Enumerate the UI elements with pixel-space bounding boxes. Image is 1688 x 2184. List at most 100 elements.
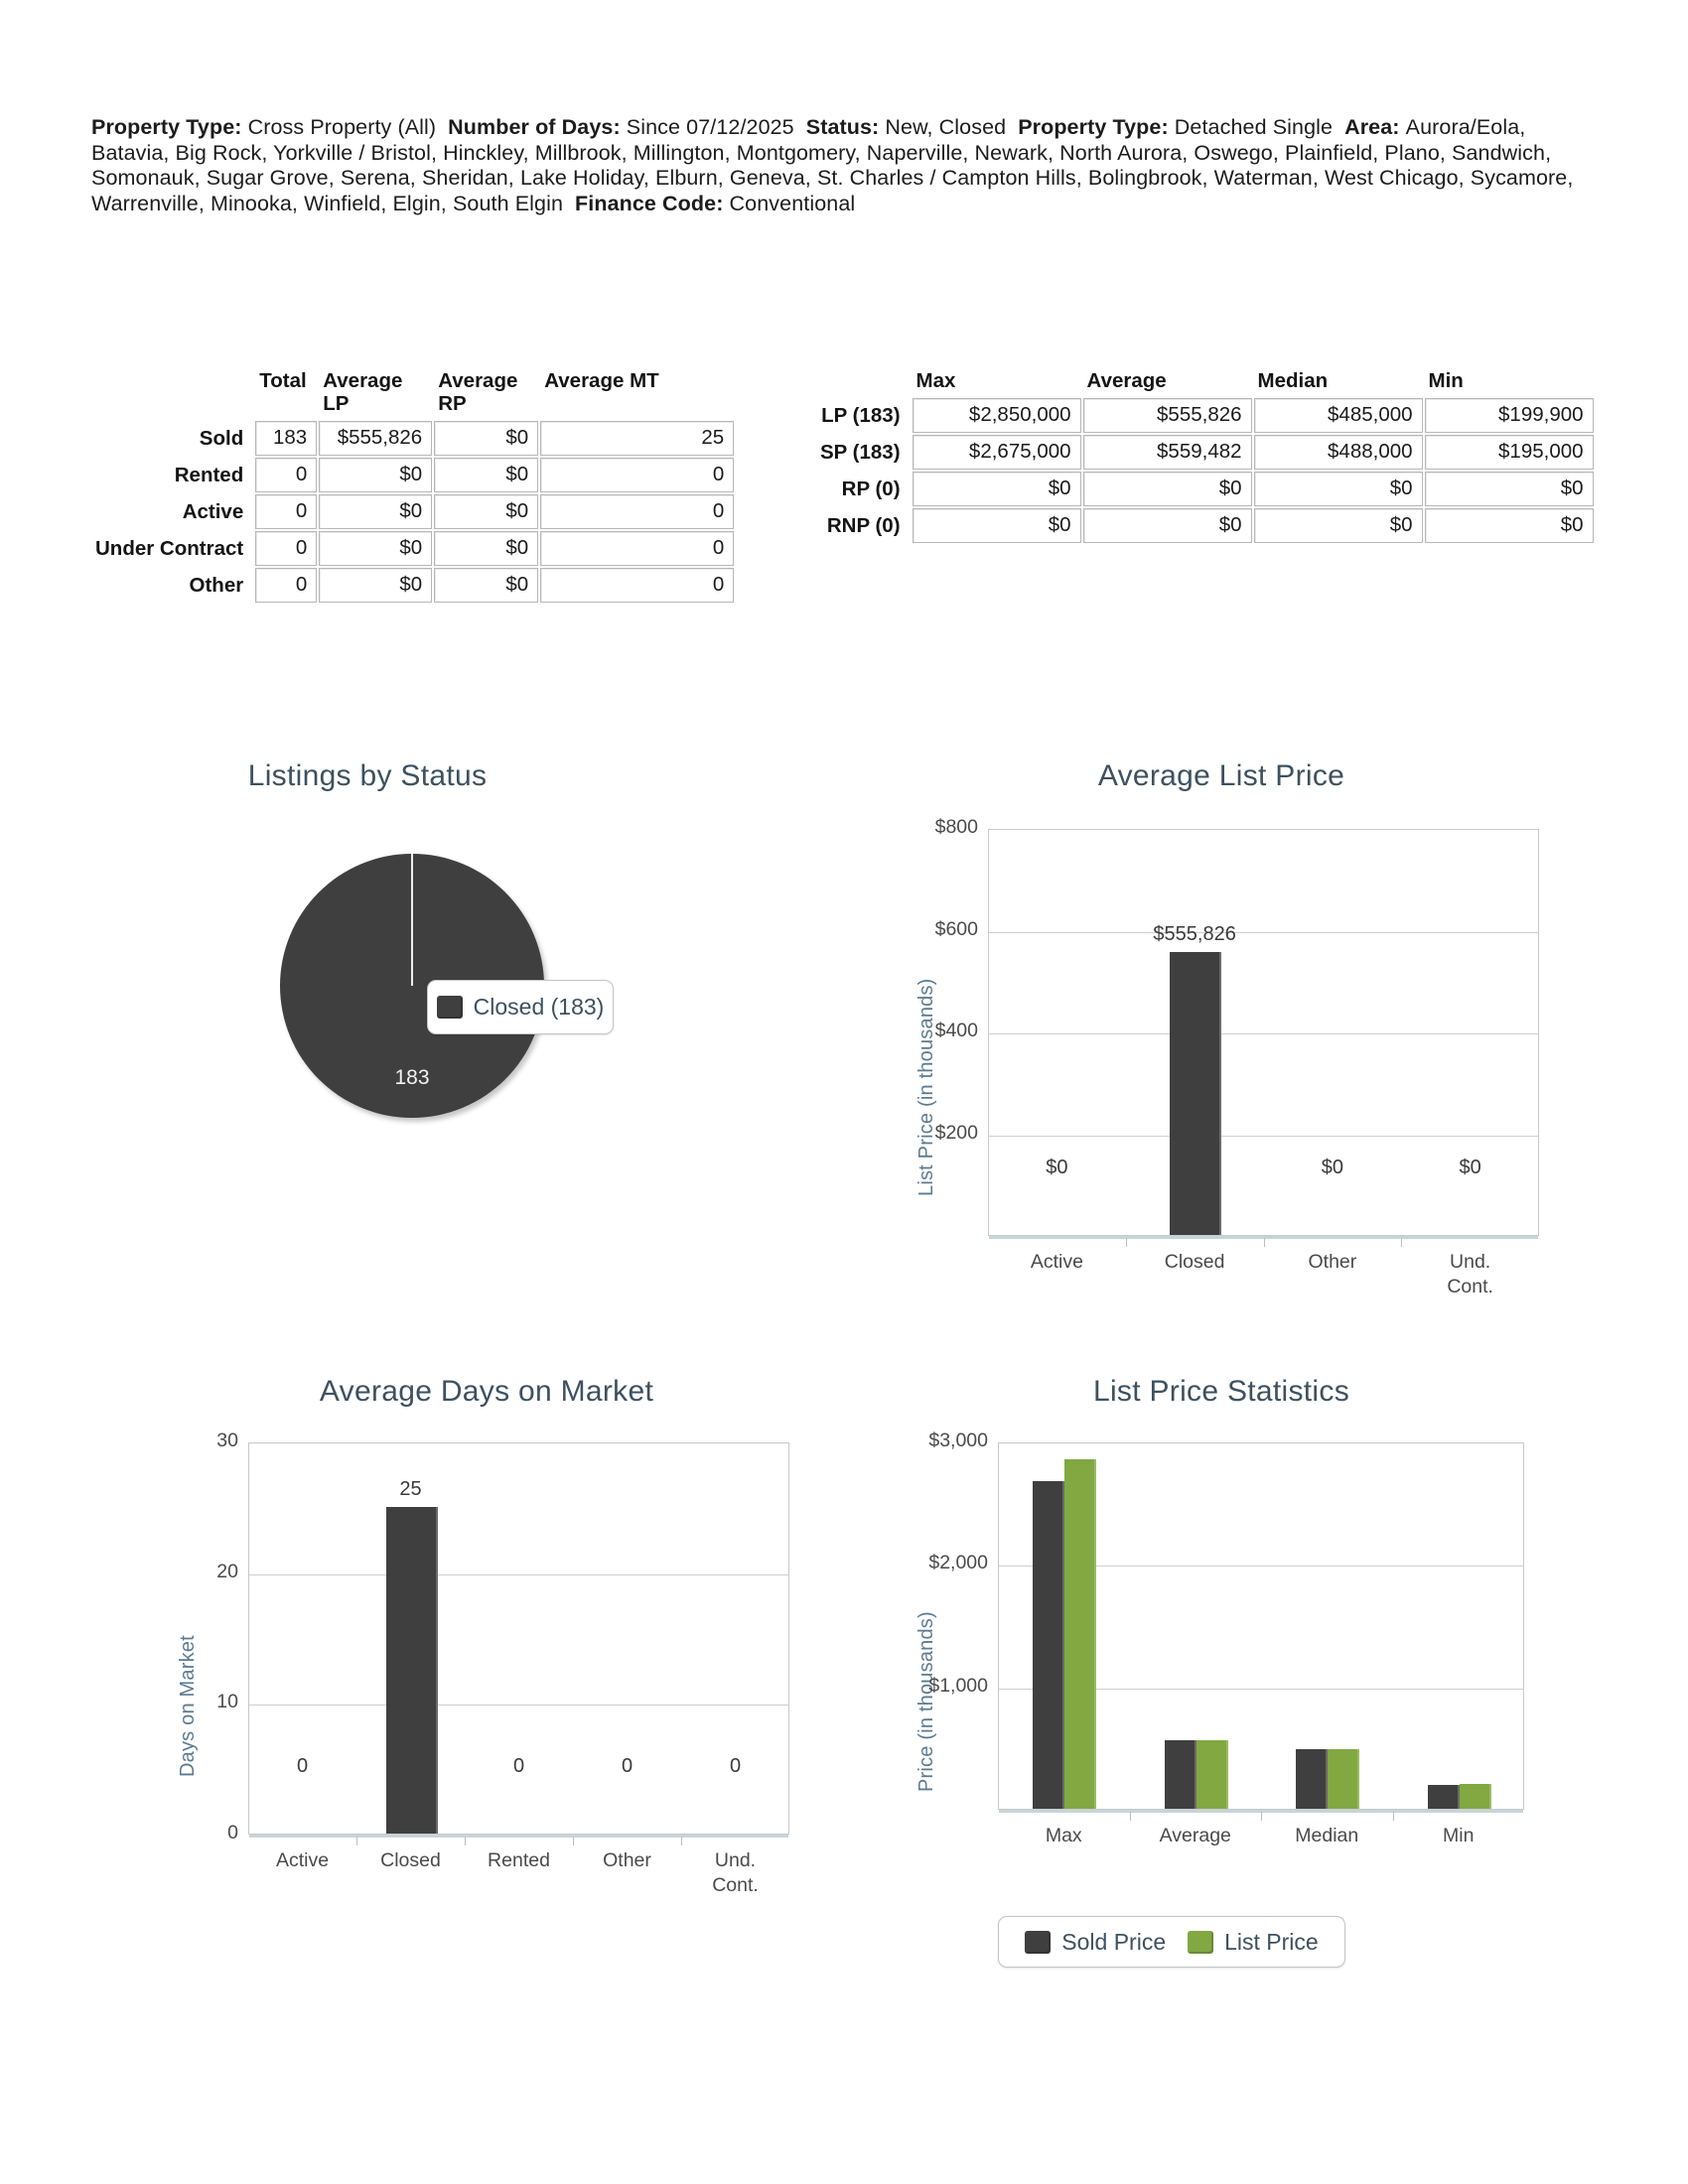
gridline (989, 1136, 1538, 1137)
legend-label: Sold Price (1061, 1928, 1167, 1955)
x-tick-label: Max (974, 1824, 1153, 1848)
summary-cell: 0 (540, 458, 735, 492)
y-tick-label: $400 (934, 1020, 978, 1041)
plot-area (988, 829, 1539, 1239)
bar-value (386, 1507, 438, 1834)
price-cell: $485,000 (1253, 398, 1423, 433)
table-row: LP (183) $2,850,000 $555,826 $485,000 $1… (818, 398, 1594, 433)
gridline (999, 1689, 1523, 1690)
price-col-max: Max (915, 369, 956, 392)
summary-cell: $0 (319, 494, 433, 529)
x-axis-tick (1129, 1812, 1131, 1821)
plot-area (998, 1442, 1524, 1813)
plot-area (248, 1442, 789, 1838)
table-row: RNP (0) $0 $0 $0 $0 (818, 508, 1594, 543)
x-axis-tick (1125, 1238, 1127, 1247)
legend-entry: Closed (183) (436, 994, 605, 1021)
summary-cell: $0 (319, 531, 433, 566)
summary-col-avg-rp: Average RP (438, 369, 518, 415)
criteria-value: Since 07/12/2025 (626, 115, 794, 139)
criteria-value: Detached Single (1174, 115, 1334, 139)
bar-value (1170, 952, 1221, 1235)
x-axis-tick (681, 1837, 682, 1845)
y-tick-label: $3,000 (928, 1430, 988, 1451)
summary-col-total: Total (259, 369, 307, 392)
price-cell: $199,900 (1424, 398, 1594, 433)
bar-list-price (1460, 1784, 1491, 1809)
x-tick-label-line: Und. (1450, 1251, 1491, 1273)
x-tick-label-line: Rented (488, 1849, 550, 1871)
summary-cell: $0 (434, 421, 539, 456)
table-row: SP (183) $2,675,000 $559,482 $488,000 $1… (818, 435, 1594, 470)
chart-list-price-statistics: List Price Statistics Price (in thousand… (874, 1375, 1569, 1971)
summary-corner-cell (93, 367, 253, 419)
legend-entry: List Price (1188, 1929, 1319, 1956)
y-tick-label: 30 (216, 1430, 238, 1451)
bar-list-price (1328, 1749, 1359, 1809)
chart-title: Average List Price (1097, 759, 1345, 792)
y-tick-label: 20 (216, 1560, 238, 1582)
table-row: Sold 183 $555,826 $0 25 (93, 421, 735, 456)
price-cell: $2,675,000 (912, 435, 1081, 470)
price-col-min: Min (1428, 369, 1464, 392)
price-corner-cell (818, 367, 911, 396)
table-row: Rented 0 $0 $0 0 (93, 458, 735, 492)
criteria-label: Property Type: (91, 115, 248, 139)
summary-cell: 0 (540, 568, 735, 603)
summary-row-label-active: Active (182, 499, 244, 523)
legend-swatch (436, 996, 463, 1019)
summary-cell: 183 (255, 421, 318, 456)
report-criteria-header: Property Type: Cross Property (All) Numbe… (91, 115, 1601, 216)
bar-data-label: 0 (621, 1755, 633, 1777)
summary-cell: $0 (319, 458, 433, 492)
summary-cell: 0 (255, 568, 318, 603)
criteria-label: Property Type: (1018, 115, 1175, 139)
x-tick-label: Other (1243, 1250, 1422, 1275)
criteria-label: Finance Code: (575, 191, 730, 215)
price-cell: $0 (1253, 508, 1423, 543)
chart-average-list-price: Average List Price List Price (in thousa… (874, 759, 1569, 1335)
y-tick-label: 0 (227, 1822, 238, 1843)
x-axis-tick (1401, 1238, 1403, 1247)
pie-legend: Closed (183) (427, 980, 614, 1034)
legend-label: Closed (183) (473, 994, 605, 1020)
summary-cell: $0 (434, 531, 539, 566)
summary-col-avg-mt: Average MT (544, 369, 659, 392)
summary-statistics-table: Total Average LP Average RP Average MT S… (91, 365, 736, 605)
x-tick-label: Median (1237, 1824, 1416, 1848)
price-cell: $488,000 (1253, 435, 1423, 470)
x-tick-label: Min (1369, 1824, 1548, 1848)
x-tick-label: Active (213, 1848, 392, 1873)
price-row-label-rnp: RNP (0) (826, 513, 901, 537)
criteria-label: Area: (1344, 115, 1406, 139)
x-axis-tick (573, 1837, 574, 1845)
gridline (999, 1566, 1523, 1567)
x-tick-label-line: Und. (714, 1849, 757, 1871)
chart-title: Average Days on Market (319, 1375, 654, 1408)
x-axis-tick (465, 1837, 466, 1845)
table-row: Active 0 $0 $0 0 (93, 494, 735, 529)
summary-row-label-other: Other (189, 573, 244, 597)
x-tick-label-line: Cont. (1447, 1276, 1493, 1297)
pie-start-divider (411, 854, 413, 986)
price-row-label-sp: SP (183) (820, 440, 901, 464)
table-row: Under Contract 0 $0 $0 0 (93, 531, 735, 566)
table-row: Other 0 $0 $0 0 (93, 568, 735, 603)
price-cell: $0 (1253, 472, 1423, 506)
x-axis-tick (1261, 1812, 1262, 1821)
price-row-label-rp: RP (0) (841, 477, 901, 500)
legend-swatch (1025, 1930, 1052, 1954)
x-tick-label-line: Average (1159, 1825, 1231, 1846)
x-tick-label: Average (1106, 1824, 1285, 1848)
legend-entry: Sold Price (1025, 1929, 1166, 1956)
x-tick-label-line: Max (1045, 1825, 1082, 1846)
y-axis-title: Price (in thousands) (915, 1611, 937, 1792)
price-cell: $555,826 (1082, 398, 1252, 433)
x-tick-label-line: Other (1308, 1251, 1357, 1273)
gridline (989, 932, 1538, 933)
bar-sold-price (1165, 1740, 1196, 1809)
chart-legend: Sold Price List Price (998, 1916, 1345, 1968)
criteria-value: Aurora/Eola, Batavia, Big Rock, Yorkvill… (91, 115, 1574, 215)
x-tick-label-line: Other (603, 1849, 651, 1871)
